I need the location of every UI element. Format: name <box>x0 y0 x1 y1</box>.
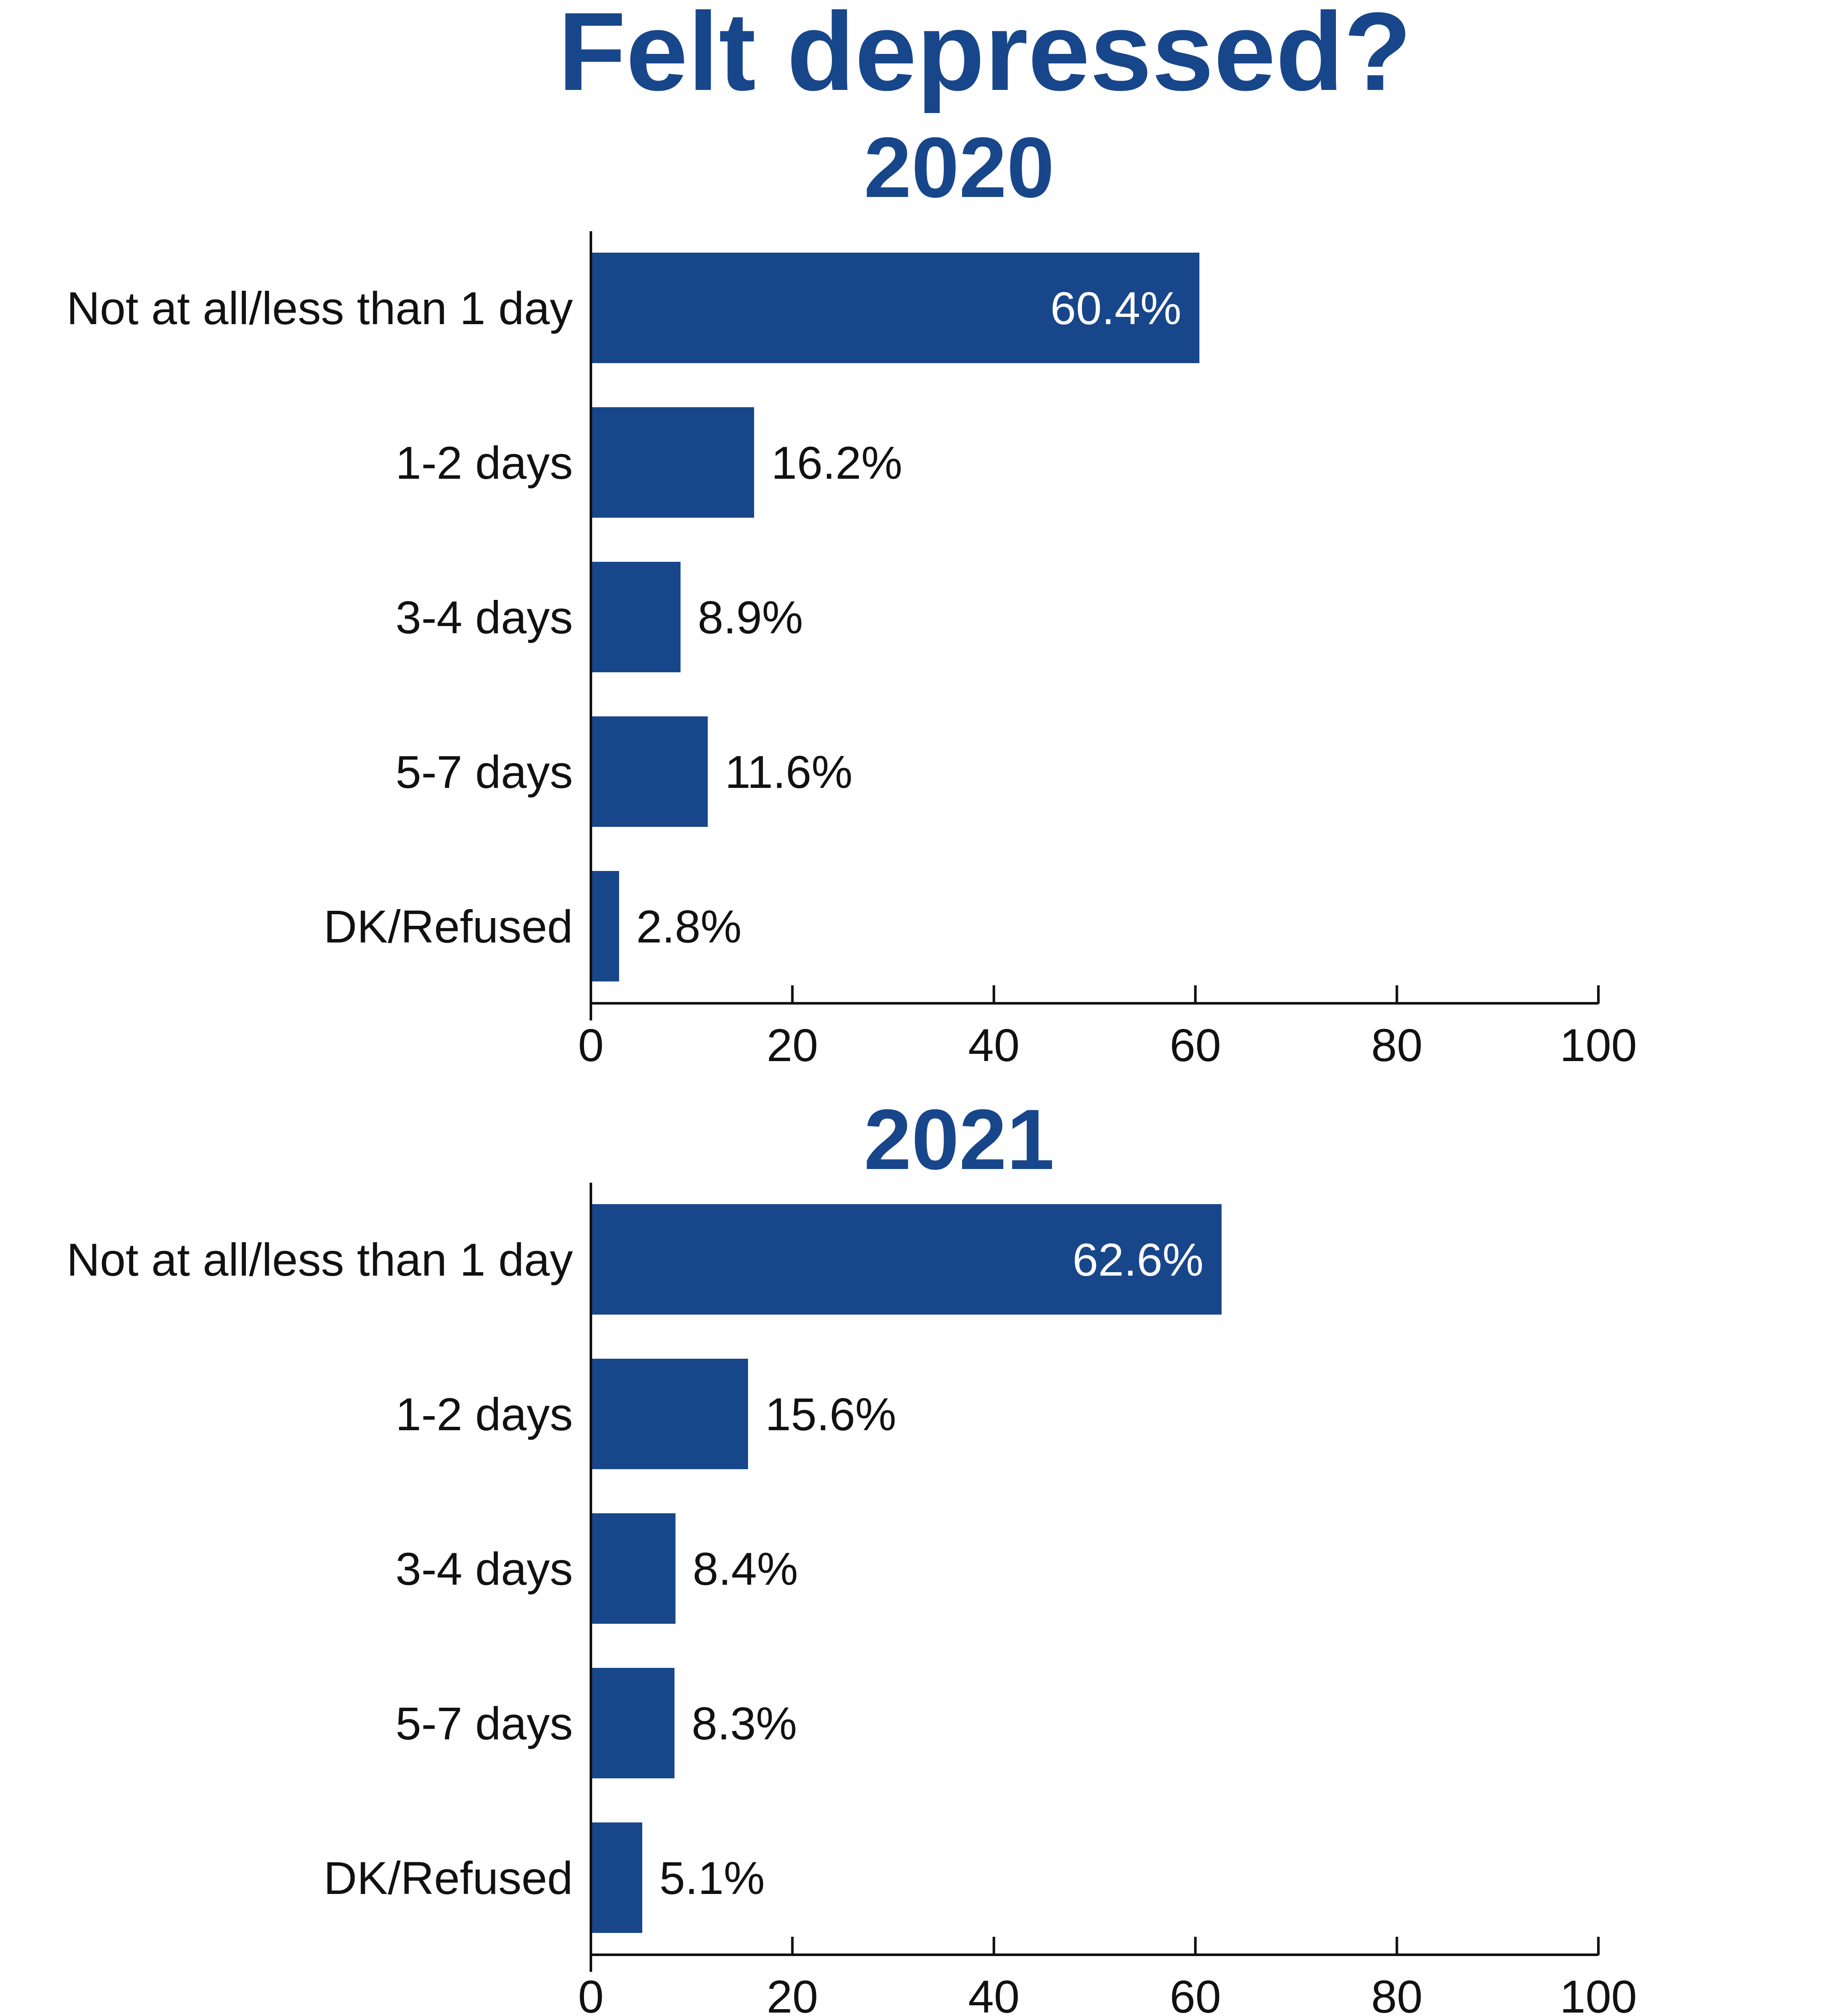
category-label: 5-7 days <box>396 746 573 798</box>
category-label: 3-4 days <box>396 591 573 643</box>
panel-title: 2021 <box>864 1092 1055 1187</box>
category-label: Not at all/less than 1 day <box>66 1234 573 1285</box>
bar <box>591 1513 676 1624</box>
category-label: DK/Refused <box>324 1852 573 1904</box>
bar <box>591 1668 675 1778</box>
data-label: 15.6% <box>765 1388 896 1440</box>
bar <box>591 871 619 981</box>
x-tick-label: 60 <box>1170 1019 1221 1071</box>
data-label: 16.2% <box>771 437 902 489</box>
x-tick-label: 40 <box>968 1971 1019 2014</box>
bar <box>591 253 1200 363</box>
data-label: 60.4% <box>1050 282 1181 334</box>
bar <box>591 407 754 518</box>
bar <box>591 1204 1222 1315</box>
chart-main-title: Felt depressed? <box>558 0 1412 114</box>
category-label: 1-2 days <box>396 1388 573 1440</box>
bar <box>591 1359 748 1469</box>
x-tick-label: 80 <box>1371 1971 1422 2014</box>
bar <box>591 562 681 672</box>
x-tick-label: 100 <box>1560 1971 1637 2014</box>
bar <box>591 1822 643 1933</box>
data-label: 5.1% <box>659 1852 765 1904</box>
data-label: 62.6% <box>1073 1234 1204 1285</box>
category-label: Not at all/less than 1 day <box>66 282 573 334</box>
category-label: 3-4 days <box>396 1543 573 1595</box>
x-tick-label: 0 <box>578 1971 604 2014</box>
data-label: 11.6% <box>725 746 852 798</box>
x-tick-label: 40 <box>968 1019 1019 1071</box>
category-label: DK/Refused <box>324 901 573 952</box>
bar <box>591 716 708 827</box>
x-tick-label: 0 <box>578 1019 604 1071</box>
data-label: 8.4% <box>693 1543 798 1595</box>
data-label: 8.9% <box>697 591 803 643</box>
x-tick-label: 80 <box>1371 1019 1422 1071</box>
x-tick-label: 60 <box>1170 1971 1221 2014</box>
x-tick-label: 100 <box>1560 1019 1637 1071</box>
data-label: 8.3% <box>692 1697 797 1749</box>
data-label: 2.8% <box>636 901 742 952</box>
x-tick-label: 20 <box>767 1971 818 2014</box>
x-tick-label: 20 <box>767 1019 818 1071</box>
panel-title: 2020 <box>864 120 1055 215</box>
category-label: 1-2 days <box>396 437 573 489</box>
category-label: 5-7 days <box>396 1697 573 1749</box>
